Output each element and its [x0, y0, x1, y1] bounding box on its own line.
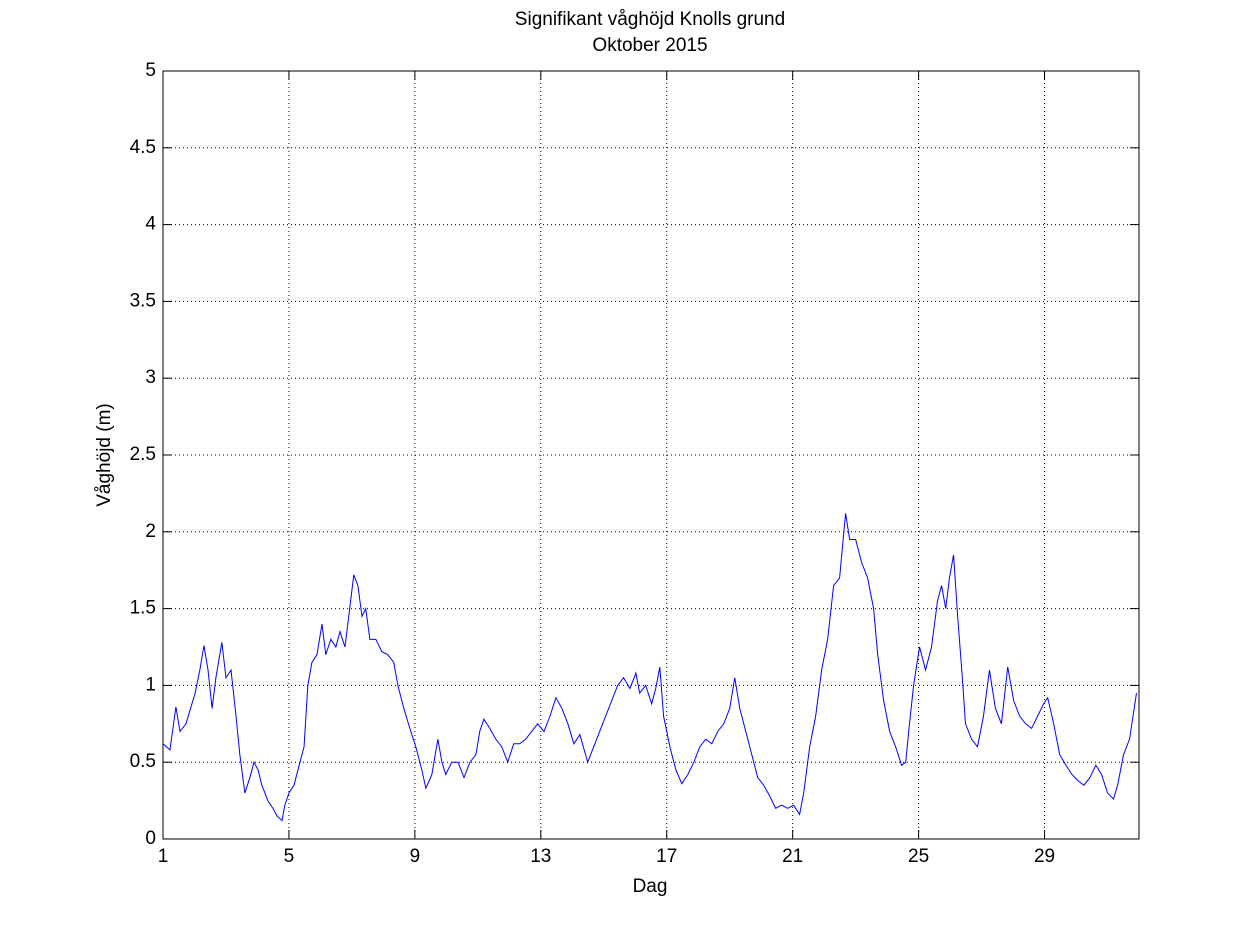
- x-tick-label: 25: [908, 846, 929, 867]
- y-tick-label: 3.5: [130, 290, 156, 311]
- chart-subtitle: Oktober 2015: [592, 35, 707, 56]
- y-axis-label: Våghöjd (m): [94, 403, 115, 507]
- y-tick-label: 0: [145, 828, 156, 849]
- y-tick-label: 2.5: [130, 444, 156, 465]
- x-tick-label: 21: [782, 846, 803, 867]
- y-tick-label: 4.5: [130, 137, 156, 158]
- x-tick-label: 9: [410, 846, 421, 867]
- y-tick-label: 1: [145, 674, 156, 695]
- y-tick-label: 2: [145, 521, 156, 542]
- y-tick-label: 3: [145, 367, 156, 388]
- x-tick-label: 17: [656, 846, 677, 867]
- y-tick-label: 1.5: [130, 598, 156, 619]
- x-tick-label: 1: [158, 846, 169, 867]
- y-tick-label: 4: [145, 214, 156, 235]
- x-tick-label: 13: [530, 846, 551, 867]
- x-tick-label: 29: [1034, 846, 1055, 867]
- y-tick-label: 0.5: [130, 751, 156, 772]
- data-line: [162, 513, 1137, 822]
- x-tick-label: 5: [284, 846, 295, 867]
- chart-title: Signifikant våghöjd Knolls grund: [515, 9, 785, 30]
- y-tick-label: 5: [145, 60, 156, 81]
- plot-frame: [162, 70, 1140, 840]
- x-axis-label: Dag: [633, 876, 668, 897]
